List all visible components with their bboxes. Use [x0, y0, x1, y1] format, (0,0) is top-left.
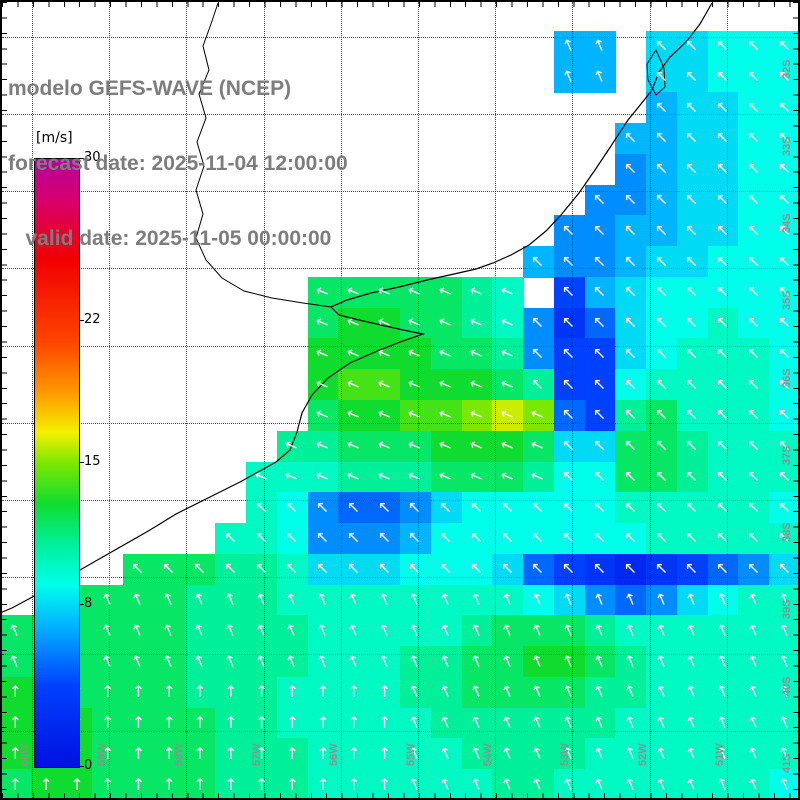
coastline — [0, 2, 713, 614]
colorbar-gradient — [34, 158, 80, 768]
right-axis-ticks — [793, 2, 798, 798]
model-title: modelo GEFS-WAVE (NCEP) — [8, 77, 292, 100]
forecast-date-line: forecast date: 2025-11-04 12:00:00 — [8, 152, 348, 175]
colorbar-unit-label: [m/s] — [34, 130, 75, 146]
bottom-axis-ticks — [2, 793, 798, 798]
left-axis-ticks — [2, 2, 7, 798]
top-axis-ticks — [2, 2, 798, 7]
lagoon-outline — [646, 48, 666, 96]
title-block: modelo GEFS-WAVE (NCEP) forecast date: 2… — [8, 26, 348, 301]
valid-date-line: valid date: 2025-11-05 00:00:00 — [8, 227, 332, 250]
river-line — [195, 2, 332, 308]
